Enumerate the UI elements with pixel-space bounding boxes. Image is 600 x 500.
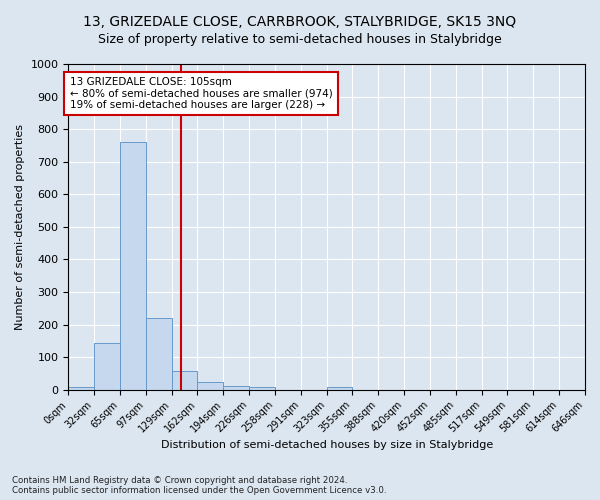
Bar xyxy=(94,342,120,390)
Text: 13, GRIZEDALE CLOSE, CARRBROOK, STALYBRIDGE, SK15 3NQ: 13, GRIZEDALE CLOSE, CARRBROOK, STALYBRI… xyxy=(83,15,517,29)
Bar xyxy=(249,386,275,390)
Bar xyxy=(120,142,146,390)
Text: 13 GRIZEDALE CLOSE: 105sqm
← 80% of semi-detached houses are smaller (974)
19% o: 13 GRIZEDALE CLOSE: 105sqm ← 80% of semi… xyxy=(70,77,332,110)
Bar xyxy=(68,387,94,390)
Bar xyxy=(326,386,352,390)
X-axis label: Distribution of semi-detached houses by size in Stalybridge: Distribution of semi-detached houses by … xyxy=(161,440,493,450)
Text: Contains HM Land Registry data © Crown copyright and database right 2024.
Contai: Contains HM Land Registry data © Crown c… xyxy=(12,476,386,495)
Bar xyxy=(146,318,172,390)
Bar xyxy=(223,386,249,390)
Bar xyxy=(172,371,197,390)
Bar xyxy=(197,382,223,390)
Text: Size of property relative to semi-detached houses in Stalybridge: Size of property relative to semi-detach… xyxy=(98,32,502,46)
Y-axis label: Number of semi-detached properties: Number of semi-detached properties xyxy=(15,124,25,330)
